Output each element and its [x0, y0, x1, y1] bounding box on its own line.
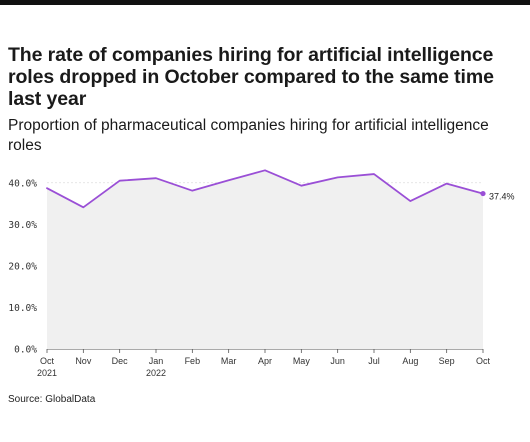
x-tick-label: Oct — [476, 356, 491, 366]
line-chart: 0.0% 10.0% 20.0% 30.0% 40.0% Oct 2021 Nov Dec Jan… — [8, 169, 515, 378]
top-rule — [0, 0, 530, 5]
x-tick-label: Oct 2021 — [37, 356, 57, 378]
x-tick-label: Sep — [439, 356, 455, 366]
y-tick-label: 30.0% — [8, 220, 37, 231]
x-tick-label: Jul — [368, 356, 380, 366]
end-point-marker — [480, 190, 486, 197]
source-note: Source: GlobalData — [8, 394, 96, 405]
area-layer — [47, 170, 483, 349]
x-tick-label: Dec — [112, 356, 129, 366]
y-tick-label: 10.0% — [8, 303, 37, 314]
x-tick-label: May — [293, 356, 311, 366]
y-tick-label: 0.0% — [14, 345, 37, 356]
chart-title: The rate of companies hiring for artific… — [8, 44, 494, 110]
y-tick-label: 20.0% — [8, 261, 37, 272]
x-tick-label: Feb — [185, 356, 201, 366]
x-tick-label: Jun — [330, 356, 345, 366]
series-line — [46, 169, 484, 209]
x-tick-label: Apr — [258, 356, 272, 366]
end-value-label: 37.4% — [489, 192, 515, 202]
series-layer — [46, 169, 486, 209]
x-tick-label: Jan 2022 — [146, 356, 166, 378]
x-tick-label: Mar — [221, 356, 237, 366]
x-tick-label: Nov — [75, 356, 92, 366]
y-tick-label: 40.0% — [8, 178, 37, 189]
chart-subtitle: Proportion of pharmaceutical companies h… — [8, 117, 489, 154]
x-tick-label: Aug — [402, 356, 418, 366]
axis-layer: 0.0% 10.0% 20.0% 30.0% 40.0% Oct 2021 Nov Dec Jan… — [8, 178, 490, 378]
label-layer: 37.4% — [489, 192, 515, 202]
series-area — [47, 170, 483, 349]
